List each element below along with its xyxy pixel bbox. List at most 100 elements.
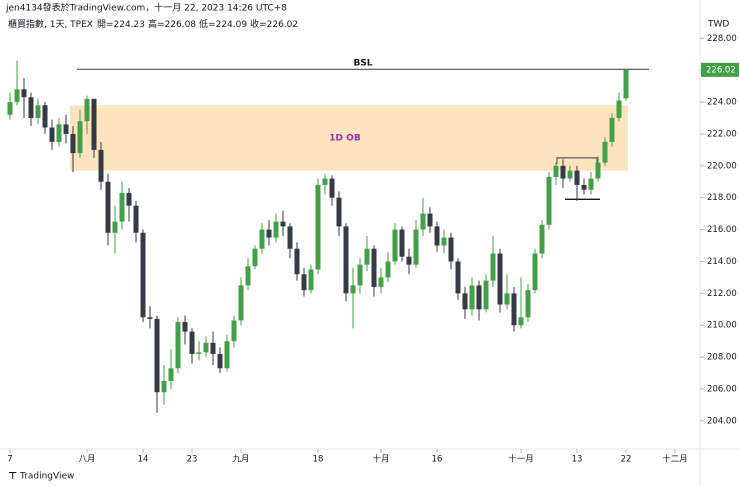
candle-body <box>392 229 398 262</box>
candle-body <box>539 224 545 254</box>
candle-body <box>238 285 244 321</box>
candle-body <box>175 322 181 369</box>
y-tick-label: 220.00 <box>707 161 737 171</box>
candle-body <box>273 221 279 238</box>
candle-body <box>280 221 286 227</box>
candle-body <box>315 184 321 270</box>
candle-body <box>343 226 349 294</box>
candle-body <box>35 105 41 118</box>
candle-body <box>469 285 475 310</box>
ohlc-value: 224.09 <box>216 20 248 30</box>
x-tick-label: 八月 <box>78 455 95 465</box>
candle-body <box>553 165 559 177</box>
candle-body <box>455 261 461 294</box>
candle-body <box>301 274 307 291</box>
x-tick-label: 22 <box>621 455 632 465</box>
candle-body <box>371 248 377 287</box>
candle-body <box>322 178 328 185</box>
y-tick-label: 222.00 <box>707 129 737 139</box>
candle-body <box>399 229 405 257</box>
x-tick-label: 九月 <box>232 455 249 465</box>
candle-body <box>560 165 566 179</box>
ohlc-header: 櫃買指數, 1天, TPEX 開=224.23 高=226.08 低=224.09 收=… <box>8 18 298 30</box>
y-tick-label: 218.00 <box>707 193 737 203</box>
candle-body <box>511 293 517 326</box>
candle-body <box>532 253 538 291</box>
candle-body <box>119 192 125 222</box>
y-tick-label: 224.00 <box>707 98 737 108</box>
candle-body <box>42 105 48 128</box>
last-price-label: 226.02 <box>706 65 736 75</box>
order-block <box>70 105 628 171</box>
candle-body <box>420 213 426 230</box>
candle-body <box>602 141 608 163</box>
candle-body <box>259 229 265 249</box>
candle-body <box>224 341 230 369</box>
y-tick-label: 210.00 <box>707 321 737 331</box>
candle-body <box>588 178 594 190</box>
candle-body <box>28 97 34 118</box>
candle-body <box>364 248 370 265</box>
x-tick-label: 十月 <box>372 454 389 465</box>
candle-body <box>434 226 440 246</box>
last-price-box <box>701 62 739 77</box>
candle-body <box>105 181 111 233</box>
candle-body <box>203 342 209 353</box>
candle-body <box>147 317 153 319</box>
candle-body <box>140 232 146 318</box>
candle-body <box>70 133 76 154</box>
candle-body <box>504 293 510 305</box>
candle-body <box>7 102 13 115</box>
candle-body <box>574 170 580 185</box>
candle-body <box>210 342 216 354</box>
ohlc-label: 開= <box>97 19 114 30</box>
candle-body <box>518 317 524 326</box>
candle-body <box>63 124 69 134</box>
y-tick-label: 212.00 <box>707 289 737 299</box>
y-tick-label: 228.00 <box>707 34 737 44</box>
candle-body <box>623 69 629 99</box>
y-tick-label: 214.00 <box>707 257 737 267</box>
subtitle: 櫃買指數, 1天, TPEX <box>8 18 93 30</box>
candle-body <box>609 117 615 142</box>
candle-body <box>483 280 489 310</box>
candle-body <box>497 253 503 305</box>
level-box <box>556 157 598 164</box>
candle-body <box>546 176 552 225</box>
candle-body <box>231 320 237 342</box>
logo: ⊤ <box>8 471 17 482</box>
y-tick-label: 204.00 <box>707 416 737 426</box>
candle-body <box>490 253 496 281</box>
candle-body <box>378 277 384 287</box>
candle-body <box>182 322 188 332</box>
x-tick-label: 13 <box>572 455 583 465</box>
candle-body <box>126 192 132 206</box>
candle-body <box>98 149 104 182</box>
candle-body <box>308 269 314 291</box>
ohlc-value: 224.23 <box>114 20 146 30</box>
candle-body <box>595 162 601 179</box>
x-tick-label: 7 <box>7 455 12 465</box>
y-tick-label: 206.00 <box>707 385 737 395</box>
candle-body <box>476 285 482 310</box>
candle-body <box>294 248 300 275</box>
y-tick-label: 216.00 <box>707 225 737 235</box>
candle-body <box>91 98 97 150</box>
candle-body <box>252 248 258 267</box>
ohlc-label: 高= <box>148 18 165 30</box>
ohlc-label: 收= <box>250 18 267 30</box>
x-tick-label: 十二月 <box>662 454 688 465</box>
candle-body <box>329 178 335 198</box>
candle-body <box>161 381 167 393</box>
candle-body <box>525 290 531 318</box>
candle-body <box>168 368 174 382</box>
candle-body <box>616 100 622 118</box>
candle-body <box>154 318 160 393</box>
candle-body <box>49 127 55 142</box>
candle-body <box>77 121 83 154</box>
candle-body <box>84 98 90 122</box>
candle-body <box>112 221 118 233</box>
x-tick-label: 18 <box>313 455 324 465</box>
candle-body <box>196 352 202 354</box>
